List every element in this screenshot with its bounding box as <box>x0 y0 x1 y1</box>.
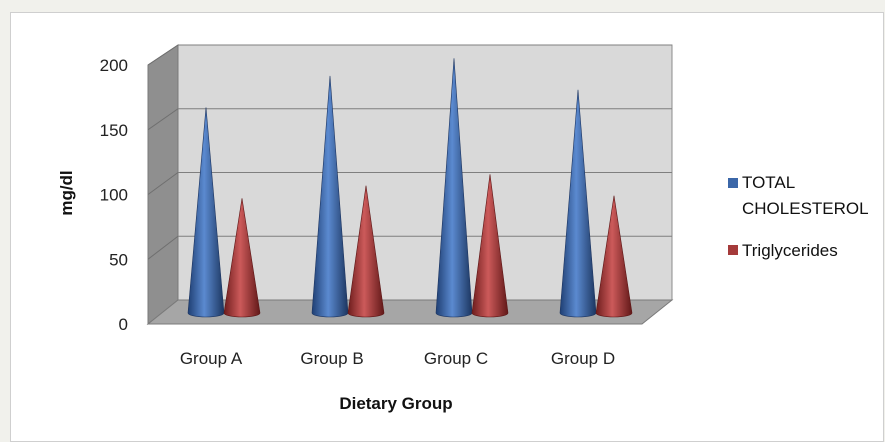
gridline-side <box>147 172 179 195</box>
y-axis-ticks: 0 50 100 150 200 <box>100 56 128 334</box>
legend-label-total-cholesterol: TOTAL CHOLESTEROL <box>742 173 869 218</box>
y-tick-label: 150 <box>100 121 128 140</box>
x-tick-label: Group B <box>300 349 363 368</box>
x-axis-ticks: Group A Group B Group C Group D <box>180 349 615 368</box>
cones <box>187 58 633 318</box>
y-tick-label: 100 <box>100 186 128 205</box>
x-axis-title: Dietary Group <box>339 394 452 413</box>
cone-triglycerides-group-c <box>471 174 509 318</box>
gridline-side <box>147 235 179 260</box>
gridline-side <box>147 44 179 66</box>
gridline-side <box>147 108 179 131</box>
legend-swatch-total-cholesterol <box>728 178 738 188</box>
legend: TOTAL CHOLESTEROL Triglycerides <box>728 173 869 260</box>
gridlines <box>147 44 672 260</box>
x-tick-label: Group D <box>551 349 615 368</box>
cone-triglycerides-group-a <box>223 198 261 318</box>
y-axis-title: mg/dl <box>57 170 76 215</box>
y-tick-label: 50 <box>109 250 128 269</box>
cone-triglycerides-group-d <box>595 195 633 318</box>
side-wall <box>147 44 179 326</box>
x-tick-label: Group C <box>424 349 488 368</box>
y-tick-label: 200 <box>100 56 128 75</box>
x-tick-label: Group A <box>180 349 243 368</box>
cone-triglycerides-group-b <box>347 185 385 318</box>
legend-swatch-triglycerides <box>728 245 738 255</box>
floor <box>146 299 674 325</box>
y-tick-label: 0 <box>119 315 128 334</box>
legend-label-triglycerides: Triglycerides <box>742 241 838 260</box>
